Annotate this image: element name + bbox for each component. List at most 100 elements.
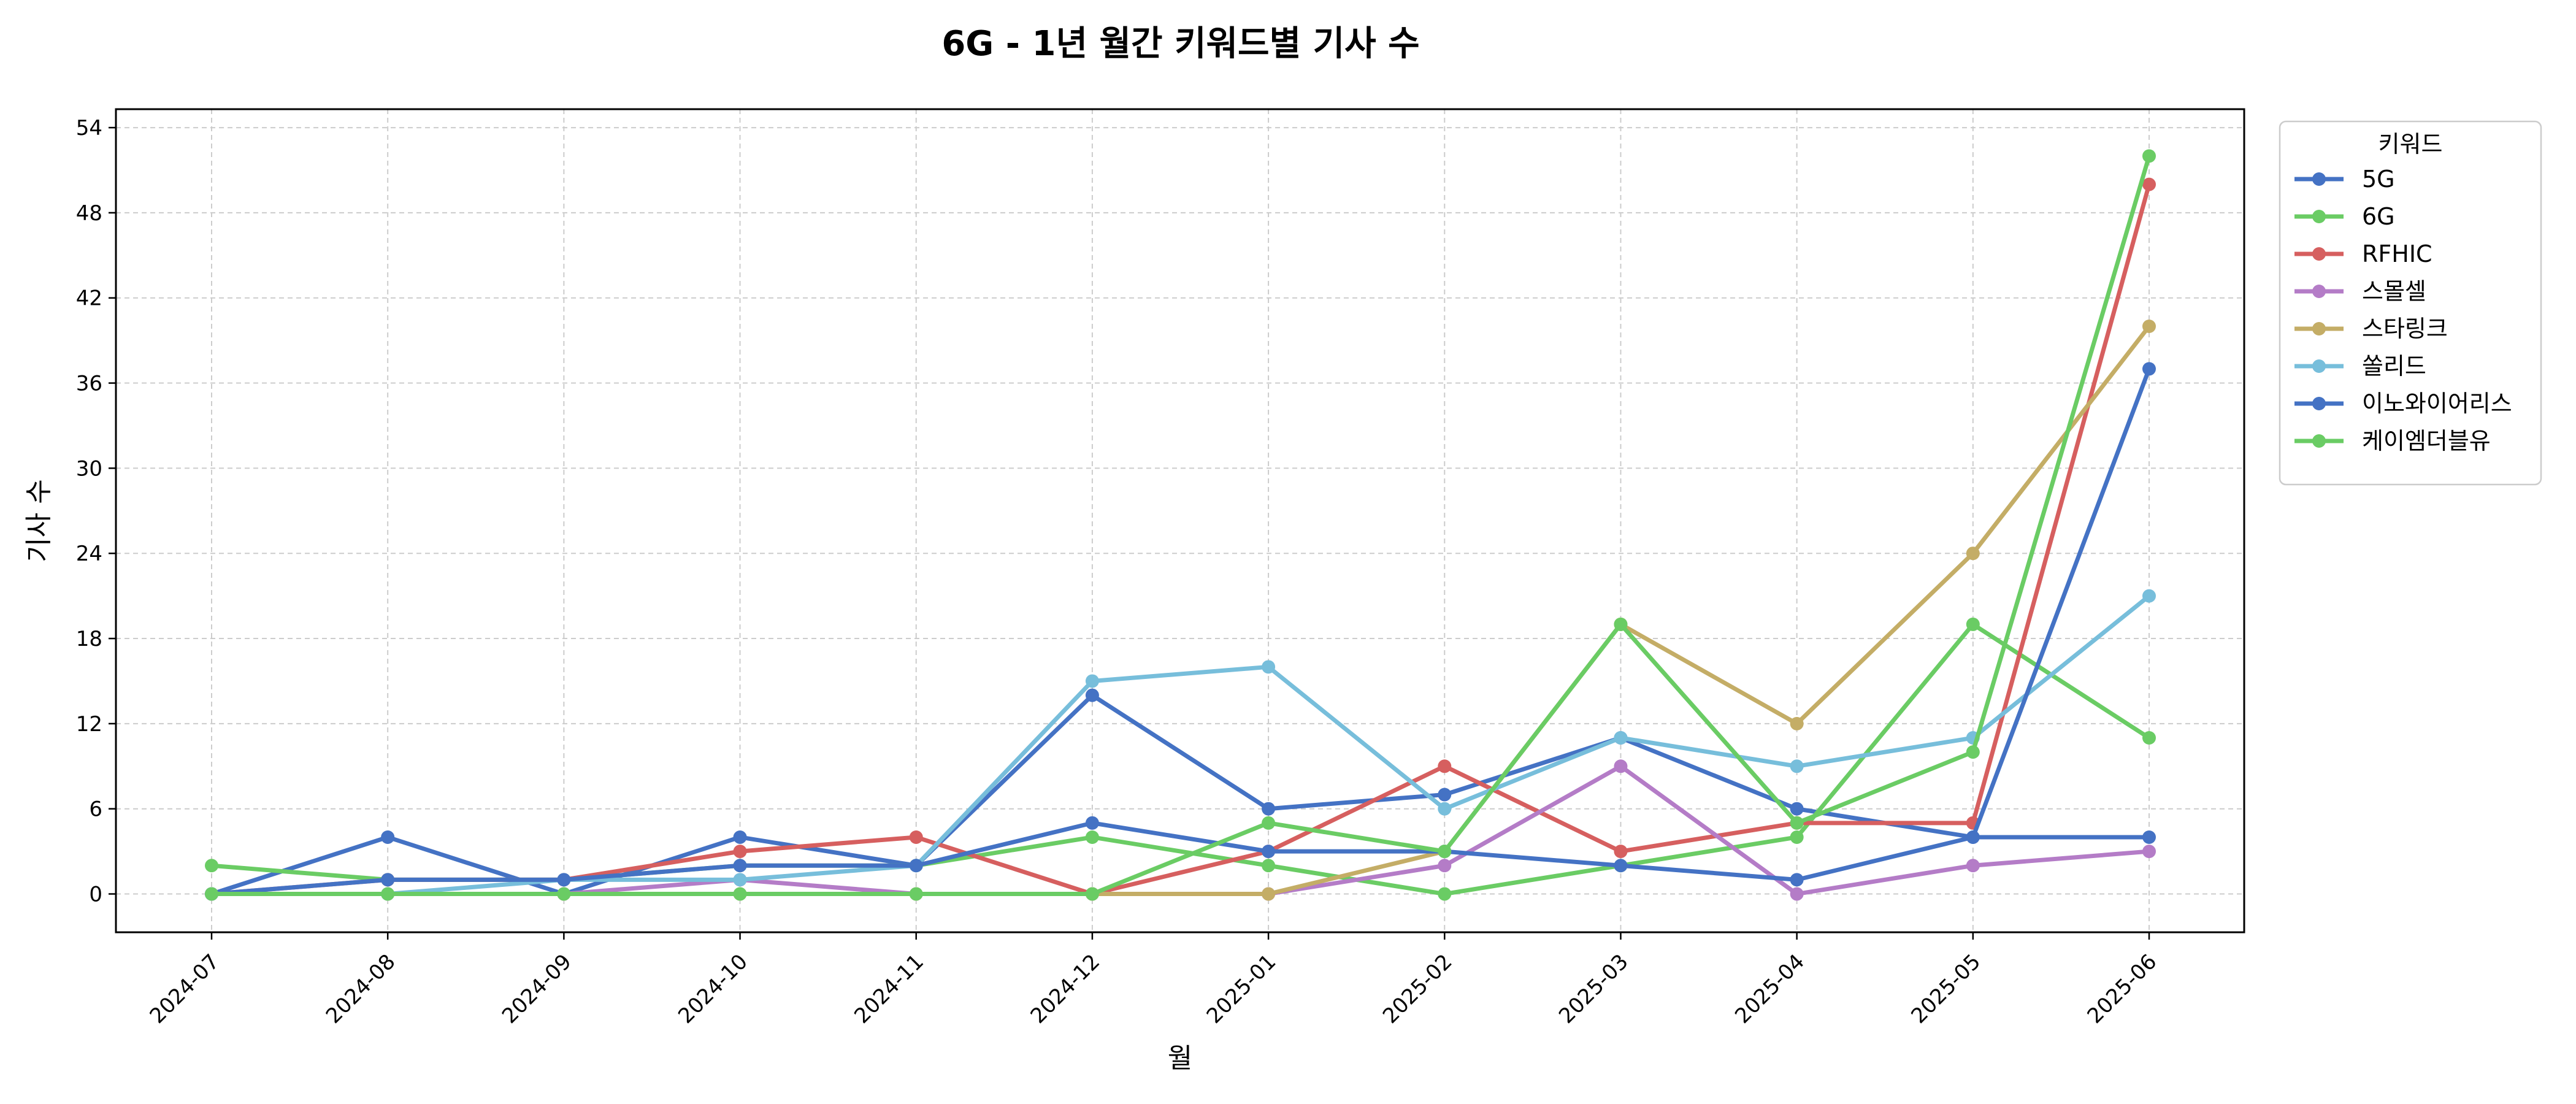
data-point <box>733 887 747 901</box>
data-point <box>1438 788 1452 802</box>
y-tick-label: 42 <box>76 286 102 311</box>
legend-item: 이노와이어리스 <box>2294 390 2512 417</box>
data-point <box>1790 716 1804 730</box>
data-point <box>1614 617 1628 631</box>
data-point <box>733 859 747 873</box>
data-point <box>1790 816 1804 830</box>
series-8 <box>205 149 2156 901</box>
series-5 <box>205 320 2156 901</box>
legend-marker <box>2312 172 2326 186</box>
x-tick-label: 2024-11 <box>849 949 929 1029</box>
data-point <box>1614 731 1628 745</box>
x-tick-label: 2024-08 <box>321 949 401 1029</box>
x-tick-label: 2025-04 <box>1730 949 1809 1029</box>
y-tick-label: 18 <box>76 627 102 651</box>
data-point <box>1966 745 1980 759</box>
data-point <box>1438 845 1452 859</box>
data-point <box>2142 845 2156 859</box>
x-tick-label: 2025-05 <box>1906 949 1985 1029</box>
data-point <box>1966 830 1980 844</box>
x-tick-label: 2025-06 <box>2083 949 2162 1029</box>
series-3 <box>205 177 2156 901</box>
grid <box>116 109 2244 932</box>
data-point <box>2142 177 2156 191</box>
data-point <box>909 830 923 844</box>
y-tick-label: 6 <box>89 797 102 822</box>
series-line <box>209 594 2152 897</box>
x-tick-label: 2024-09 <box>497 949 577 1029</box>
legend-marker <box>2312 247 2326 261</box>
data-point <box>1614 845 1628 859</box>
data-point <box>1966 617 1980 631</box>
data-point <box>733 845 747 859</box>
y-tick-label: 36 <box>76 372 102 396</box>
plot-frame <box>115 108 2245 933</box>
legend-label: 케이엠더블유 <box>2362 427 2491 454</box>
data-point <box>1790 830 1804 844</box>
legend-label: 쏠리드 <box>2362 353 2426 380</box>
x-tick-label: 2024-10 <box>673 949 753 1029</box>
series-line <box>209 366 2152 897</box>
legend-label: RFHIC <box>2362 240 2432 267</box>
legend-item: 쏠리드 <box>2294 353 2426 380</box>
x-tick-label: 2025-02 <box>1378 949 1457 1029</box>
legend-box <box>2279 120 2542 486</box>
data-point <box>2142 731 2156 745</box>
legend-marker <box>2312 434 2326 448</box>
x-axis-label: 월 <box>1168 1043 1192 1074</box>
data-point <box>1614 759 1628 773</box>
data-point <box>2142 320 2156 334</box>
data-point <box>1966 546 1980 561</box>
x-tick-label: 2025-03 <box>1554 949 1633 1029</box>
data-point <box>1438 802 1452 816</box>
data-point <box>2142 589 2156 603</box>
legend-marker <box>2312 322 2326 335</box>
data-point <box>1790 873 1804 887</box>
data-point <box>1262 660 1276 674</box>
data-point <box>1262 802 1276 816</box>
data-point <box>2142 830 2156 844</box>
data-point <box>2142 149 2156 163</box>
y-tick-label: 24 <box>76 542 102 566</box>
data-point <box>557 873 571 887</box>
y-tick-label: 48 <box>76 201 102 226</box>
series-line <box>209 153 2152 897</box>
data-point <box>1438 859 1452 873</box>
data-point <box>909 859 923 873</box>
data-point <box>909 887 923 901</box>
data-point <box>205 887 218 901</box>
legend-label: 스몰셀 <box>2362 278 2426 305</box>
chart-title: 6G - 1년 월간 키워드별 기사 수 <box>941 24 1419 64</box>
series-7 <box>205 362 2156 901</box>
series-layer <box>205 149 2156 901</box>
legend-label: 스타링크 <box>2362 315 2448 342</box>
legend-item: 스몰셀 <box>2294 278 2426 305</box>
legend-item: 케이엠더블유 <box>2294 427 2491 454</box>
legend-item: RFHIC <box>2294 240 2432 267</box>
series-6 <box>205 589 2156 901</box>
data-point <box>1085 688 1099 702</box>
data-point <box>1085 887 1099 901</box>
data-point <box>1262 859 1276 873</box>
data-point <box>1262 816 1276 830</box>
data-point <box>1438 887 1452 901</box>
data-point <box>1085 674 1099 688</box>
legend-marker <box>2312 359 2326 373</box>
data-point <box>557 887 571 901</box>
data-point <box>381 830 395 844</box>
legend-title: 키워드 <box>2379 131 2443 158</box>
data-point <box>1790 759 1804 773</box>
data-point <box>1438 759 1452 773</box>
data-point <box>1966 859 1980 873</box>
data-point <box>1262 887 1276 901</box>
data-point <box>2142 362 2156 376</box>
x-tick-label: 2024-07 <box>145 949 224 1029</box>
series-line <box>209 693 2152 897</box>
data-point <box>733 873 747 887</box>
x-tick-label: 2025-01 <box>1202 949 1281 1029</box>
legend-marker <box>2312 285 2326 298</box>
legend-item: 6G <box>2294 203 2395 230</box>
data-point <box>1085 816 1099 830</box>
